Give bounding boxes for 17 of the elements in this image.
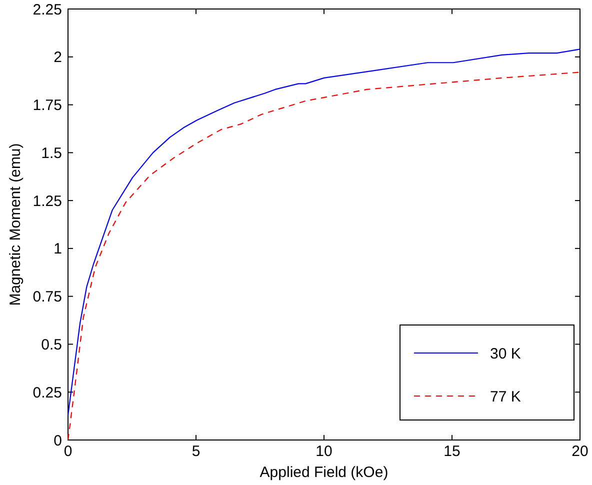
legend-label: 77 K [490,388,521,406]
y-tick-label: 0.5 [41,336,62,354]
y-tick-label: 0.75 [32,288,62,306]
y-axis-title: Magnetic Moment (emu) [7,143,24,306]
y-tick-label: 1.5 [41,144,62,162]
x-tick-label: 15 [444,443,460,460]
y-tick-label: 2 [54,49,62,66]
legend-label: 30 K [490,345,521,362]
y-tick-label: 1.75 [32,97,62,114]
y-tick-label: 0.25 [32,384,62,402]
x-tick-label: 20 [572,443,588,460]
x-axis-title: Applied Field (kOe) [260,464,388,481]
y-tick-label: 1.25 [32,192,62,210]
y-tick-label: 2.25 [32,1,62,18]
x-tick-label: 10 [316,443,332,460]
x-tick-label: 5 [192,443,200,460]
y-tick-label: 1 [54,240,62,258]
